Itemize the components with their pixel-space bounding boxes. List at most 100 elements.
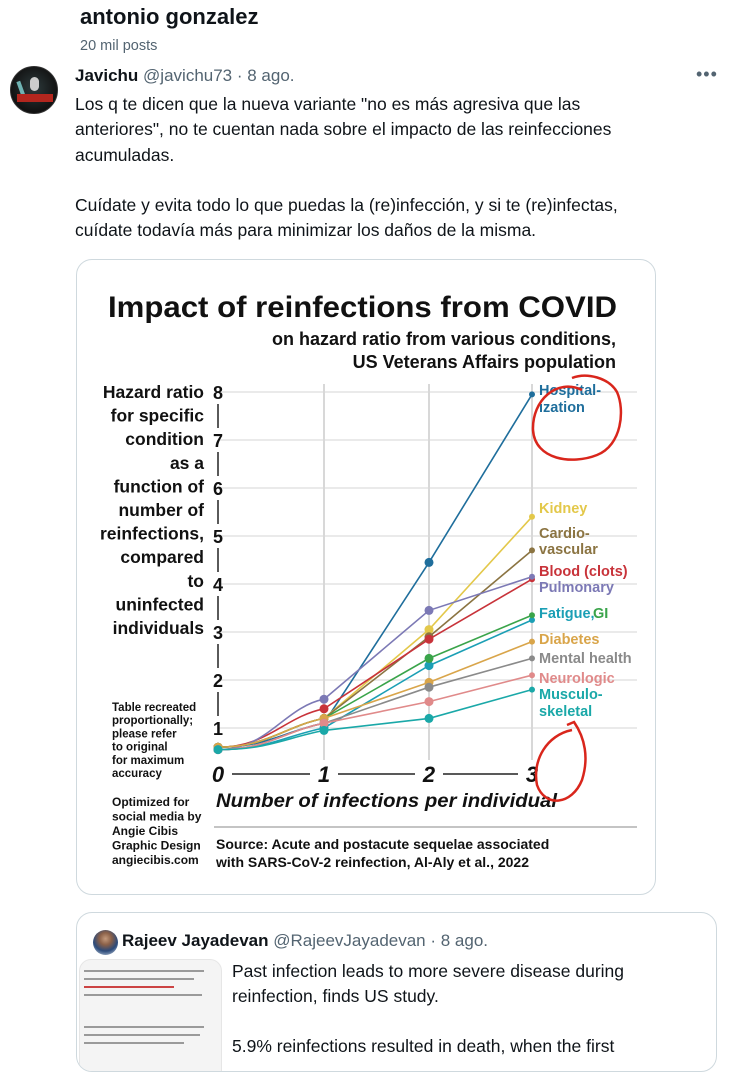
note-line: Table recreated [112, 702, 196, 714]
series-label: Diabetes [539, 632, 599, 648]
y-tick-label: 5 [213, 527, 223, 547]
chart: Impact of reinfections from COVID on haza… [100, 291, 637, 870]
data-point [529, 617, 535, 623]
series-label: Musculo- [539, 687, 603, 703]
separator: · [232, 66, 248, 85]
chart-subtitle: on hazard ratio from various conditions, [272, 329, 616, 349]
y-axis-label-line: to [187, 571, 204, 591]
data-point [319, 704, 329, 714]
data-point [529, 513, 535, 520]
series-label: Mental health [539, 651, 632, 667]
credit-line: Optimized for [112, 795, 190, 809]
series-label: Cardio- [539, 526, 590, 542]
tweet-header: Javichu @javichu73 · 8 ago. [75, 66, 295, 86]
data-point [213, 745, 223, 755]
x-tick-label: 1 [318, 762, 330, 787]
quote-author-avatar[interactable] [93, 930, 118, 955]
series-line [217, 576, 533, 751]
data-point [424, 653, 434, 663]
y-axis-label-line: reinfections, [100, 524, 204, 544]
separator: · [425, 931, 441, 950]
author-name[interactable]: Javichu [75, 66, 139, 85]
y-axis-label-line: number of [118, 500, 204, 520]
profile-name: antonio gonzalez [80, 4, 259, 29]
source-line: Source: Acute and postacute sequelae ass… [216, 836, 549, 852]
note-line: for maximum [112, 755, 184, 767]
y-axis-label-line: condition [125, 429, 204, 449]
quoted-tweet[interactable]: Rajeev Jayadevan @RajeevJayadevan · 8 ag… [76, 912, 717, 1072]
note-line: please refer [112, 728, 177, 740]
data-point [424, 682, 434, 692]
tweet-media-image[interactable]: Impact of reinfections from COVID on haza… [76, 259, 656, 895]
y-tick-label: 2 [213, 671, 223, 691]
tweet-date[interactable]: 8 ago. [247, 66, 295, 85]
data-point [424, 625, 434, 635]
author-avatar[interactable] [10, 66, 58, 114]
series-label: ization [539, 400, 585, 416]
y-axis-label-line: function of [114, 476, 205, 496]
y-tick-label: 4 [213, 575, 223, 595]
quote-date[interactable]: 8 ago. [440, 931, 489, 950]
data-point [424, 605, 434, 615]
y-axis-label-line: compared [120, 547, 204, 567]
series-label: Pulmonary [539, 580, 614, 596]
author-handle[interactable]: @javichu73 [143, 66, 233, 85]
y-axis-label-line: individuals [113, 618, 205, 638]
quote-author-handle[interactable]: @RajeevJayadevan [273, 931, 426, 950]
microphone-icon [30, 77, 39, 91]
y-axis-label-line: Hazard ratio [103, 382, 204, 402]
y-tick-label: 7 [213, 431, 223, 451]
quote-thumbnail-image[interactable] [79, 959, 222, 1071]
data-point [529, 391, 535, 398]
y-axis-label-line: uninfected [116, 594, 204, 614]
y-axis-label-line: as a [170, 453, 204, 473]
quote-header: Rajeev Jayadevan @RajeevJayadevan · 8 ag… [122, 931, 488, 951]
data-point [424, 697, 434, 707]
series-label: Kidney [539, 501, 587, 517]
annotation-circle-three [534, 720, 587, 802]
x-axis-label: Number of infections per individual [216, 791, 558, 812]
series-line [217, 619, 533, 751]
quote-author-name[interactable]: Rajeev Jayadevan [122, 931, 269, 950]
data-point [529, 672, 535, 679]
note-line: accuracy [112, 768, 162, 780]
series-label: Blood (clots) [539, 564, 628, 580]
data-point [319, 694, 329, 704]
credit-line: social media by [112, 810, 202, 824]
series-label: Hospital- [539, 383, 601, 399]
y-tick-label: 3 [213, 623, 223, 643]
y-axis-label-line: for specific [111, 406, 205, 426]
series-label: Neurologic [539, 671, 615, 687]
data-point [529, 573, 535, 580]
data-point [529, 612, 535, 619]
data-point [529, 655, 535, 662]
post-count: 20 mil posts [80, 38, 158, 54]
credit-line: angiecibis.com [112, 853, 199, 867]
quote-text: Past infection leads to more severe dise… [232, 961, 625, 1056]
source-line: with SARS-CoV-2 reinfection, Al-Aly et a… [215, 854, 529, 870]
y-tick-label: 6 [213, 479, 223, 499]
data-point [319, 725, 329, 735]
series-label: skeletal [539, 704, 592, 720]
data-point [319, 718, 329, 728]
y-tick-label: 8 [213, 383, 223, 403]
note-line: to original [112, 742, 168, 754]
more-horizontal-icon[interactable]: ••• [696, 64, 718, 84]
y-tick-label: 1 [213, 719, 223, 739]
credit-line: Graphic Design [112, 839, 201, 853]
series-label: GI [593, 606, 608, 622]
note-line: proportionally; [112, 715, 193, 727]
x-tick-label: 2 [422, 762, 436, 787]
series-label: Fatigue, [539, 606, 595, 622]
data-point [424, 713, 434, 723]
data-point [424, 557, 434, 567]
data-point [529, 547, 535, 554]
data-point [529, 638, 535, 645]
series-label: vascular [539, 542, 598, 558]
data-point [529, 686, 535, 693]
series-line [217, 549, 533, 748]
data-point [424, 661, 434, 671]
series-line [217, 640, 533, 748]
x-tick-label: 0 [212, 762, 225, 787]
series-line [217, 393, 533, 748]
